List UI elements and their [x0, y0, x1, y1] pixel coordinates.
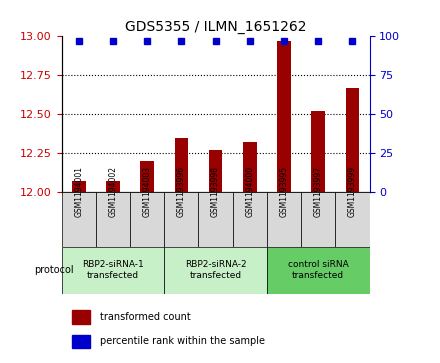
- Text: GSM1193998: GSM1193998: [211, 166, 220, 217]
- Bar: [72, 335, 90, 348]
- Text: GSM1193995: GSM1193995: [279, 166, 289, 217]
- Text: GSM1193999: GSM1193999: [348, 166, 357, 217]
- Bar: [96, 192, 130, 247]
- Bar: [62, 247, 164, 294]
- Text: GSM1194000: GSM1194000: [246, 166, 254, 217]
- Bar: [62, 192, 96, 247]
- Bar: [209, 150, 223, 192]
- Text: percentile rank within the sample: percentile rank within the sample: [100, 337, 265, 346]
- Bar: [233, 192, 267, 247]
- Text: GSM1194003: GSM1194003: [143, 166, 152, 217]
- Bar: [277, 41, 291, 192]
- Bar: [335, 192, 370, 247]
- Bar: [312, 111, 325, 192]
- Bar: [140, 161, 154, 192]
- Bar: [130, 192, 164, 247]
- Bar: [164, 247, 267, 294]
- Text: transformed count: transformed count: [100, 312, 191, 322]
- Text: GSM1194001: GSM1194001: [74, 166, 83, 217]
- Text: GSM1193997: GSM1193997: [314, 166, 323, 217]
- Bar: [106, 182, 120, 192]
- Text: control siRNA
transfected: control siRNA transfected: [288, 260, 348, 281]
- Bar: [301, 192, 335, 247]
- Text: RBP2-siRNA-2
transfected: RBP2-siRNA-2 transfected: [185, 260, 246, 281]
- Bar: [175, 138, 188, 192]
- Title: GDS5355 / ILMN_1651262: GDS5355 / ILMN_1651262: [125, 20, 306, 34]
- Bar: [72, 310, 90, 323]
- Text: RBP2-siRNA-1
transfected: RBP2-siRNA-1 transfected: [82, 260, 144, 281]
- Bar: [198, 192, 233, 247]
- Text: GSM1193996: GSM1193996: [177, 166, 186, 217]
- Text: protocol: protocol: [34, 265, 74, 276]
- Bar: [164, 192, 198, 247]
- Bar: [267, 192, 301, 247]
- Bar: [267, 247, 370, 294]
- Text: GSM1194002: GSM1194002: [108, 166, 117, 217]
- Bar: [72, 182, 85, 192]
- Bar: [243, 142, 257, 192]
- Bar: [346, 88, 359, 192]
